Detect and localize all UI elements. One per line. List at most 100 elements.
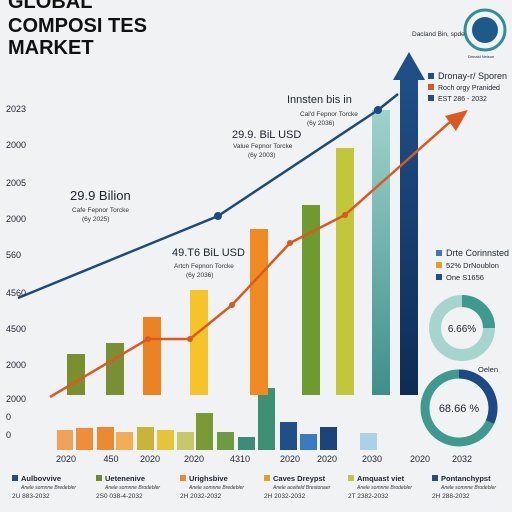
annotation-text: (6y 2036) <box>307 120 334 127</box>
legend-range: 2U 883-2032 <box>12 493 50 500</box>
title-line: GLOBAL <box>8 0 92 13</box>
y-label: 0 <box>6 412 11 422</box>
point <box>229 302 235 308</box>
bar <box>400 78 418 395</box>
y-label: 2000 <box>6 214 26 224</box>
legend-swatch <box>180 475 186 481</box>
x-label: 2020 <box>140 454 160 464</box>
legend-desc: Anele somnne Brodebler <box>440 485 496 491</box>
annotation-head: 49.T6 BiL USD <box>172 247 245 259</box>
x-label: 4310 <box>230 454 250 464</box>
x-label: 2030 <box>362 454 382 464</box>
annotation-text: Cal'd Fepnor Torcke <box>300 111 358 118</box>
annotation-text: (6y 2025) <box>82 216 109 223</box>
bar <box>157 430 174 450</box>
legend-desc: Anele somnne Brodebler <box>356 485 412 491</box>
annotation-text: Cafe Fepnor Torcke <box>72 207 129 214</box>
title: GLOBAL COMPOSI TES MARKET <box>8 0 147 59</box>
point <box>214 212 222 220</box>
bar <box>250 229 268 395</box>
bar <box>177 432 194 450</box>
y-label: 4560 <box>6 288 26 298</box>
annotation-head: 29.9 Bilion <box>70 188 131 203</box>
legend-text: EST 286 - 2032 <box>438 96 487 103</box>
legend-swatch <box>12 475 18 481</box>
donuts: 6.66% Oelen 68.66 % <box>420 295 498 447</box>
x-label: 450 <box>103 454 118 464</box>
legend-range: 2H 2032-2032 <box>264 493 306 500</box>
badge-name: Dacland Bin, spde <box>412 31 465 38</box>
x-label: 2020 <box>317 454 337 464</box>
badge-sub: Dnnald Nelson <box>468 54 494 59</box>
y-label: 2000 <box>6 360 26 370</box>
bar <box>143 317 161 395</box>
bar <box>300 434 317 450</box>
annotation-text: Value Fepnor Torcke <box>233 143 293 150</box>
bar <box>360 433 377 450</box>
bar <box>372 110 390 395</box>
legend-text: 52% DrNoublon <box>446 261 499 270</box>
bar <box>196 413 213 450</box>
y-label: 4500 <box>6 324 26 334</box>
legend-name: Amquast viet <box>357 474 405 483</box>
legend-name: Uetenenive <box>105 474 145 483</box>
legend-name: Caves Dreypst <box>273 474 326 483</box>
legend-swatch <box>428 84 434 90</box>
x-label: 2020 <box>56 454 76 464</box>
point <box>342 212 348 218</box>
point <box>374 106 382 114</box>
bar <box>238 437 255 450</box>
bar <box>137 427 154 450</box>
bar <box>217 432 234 450</box>
bottom-legend: Aulbovvive Anele somnne Bredebler 2U 883-2… <box>12 474 496 500</box>
donut-slice <box>458 369 498 424</box>
bar <box>116 432 133 450</box>
legend-swatch <box>436 250 442 256</box>
legend-name: Aulbovvive <box>21 474 61 483</box>
badge: Dacland Bin, spde Dnnald Nelson <box>412 8 507 59</box>
donut-slice <box>461 295 495 329</box>
legend-desc: Anele aceiteld Brestonaer <box>272 485 331 491</box>
donut-label: 68.66 % <box>439 403 480 415</box>
annotation-head: Innsten bis in <box>287 94 352 106</box>
bar <box>97 427 114 450</box>
legend-swatch <box>428 95 434 101</box>
y-label: 2000 <box>6 394 26 404</box>
x-label: 2020 <box>280 454 300 464</box>
trend-line <box>17 93 399 300</box>
annotation-text: Artch Fepnon Torcke <box>174 263 234 270</box>
legend-desc: Anele somnne Bredebler <box>188 485 244 491</box>
bars <box>57 52 425 450</box>
bar <box>67 354 85 395</box>
point <box>145 336 151 342</box>
bar <box>320 427 337 450</box>
bar <box>258 388 275 450</box>
legend-desc: Anele somnne Bredebler <box>20 485 76 491</box>
bar <box>106 343 124 395</box>
legend-swatch <box>432 475 438 481</box>
donut-label: 6.66% <box>448 324 476 335</box>
y-label: 560 <box>6 250 21 260</box>
legend-text: One S1656 <box>446 273 484 282</box>
legend-range: 2H 2032-2032 <box>180 493 222 500</box>
badge-ring <box>463 8 507 52</box>
title-line: MARKET <box>8 37 94 59</box>
bar <box>336 148 354 395</box>
arrow-head <box>393 52 425 80</box>
annotation-text: (6y 2036) <box>186 272 213 279</box>
annotation-head: 29.9. BiL USD <box>232 129 301 141</box>
point <box>287 240 293 246</box>
legend-swatch <box>264 475 270 481</box>
legend-range: 2T 2382-2032 <box>348 493 389 500</box>
legend-text: Roch orgy Pranided <box>438 85 500 92</box>
bar <box>76 428 93 450</box>
bar <box>190 290 208 395</box>
arrow-head <box>445 110 468 131</box>
legend-swatch <box>96 475 102 481</box>
y-label: 2023 <box>6 104 26 114</box>
legend-text: Drte Corinnsted <box>446 248 509 258</box>
legend-desc: Anele somnne Brodebler <box>104 485 160 491</box>
legend-range: 2H 288-2032 <box>432 493 470 500</box>
bar <box>57 430 73 450</box>
legend-top: Dronay-r/ Sporen Roch orgy Pranided EST … <box>428 71 507 103</box>
